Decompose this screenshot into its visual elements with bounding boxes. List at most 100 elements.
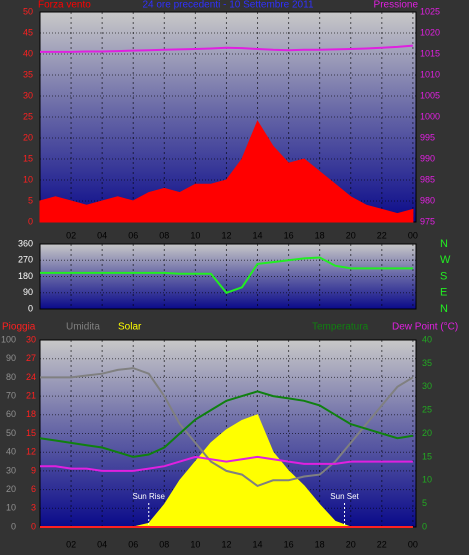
x-tick-label: 10	[190, 539, 200, 549]
y-tick-label: 50	[23, 6, 33, 16]
y-tick-label: 360	[18, 238, 33, 248]
y-tick-label: 12	[26, 447, 36, 457]
x-tick-label: 22	[377, 230, 387, 240]
y-tick-label: 40	[23, 48, 33, 58]
y2-tick-label: 25	[422, 405, 432, 415]
y-tick-label: 9	[31, 465, 36, 475]
plot-area	[39, 243, 417, 310]
y-tick-label: 30	[23, 90, 33, 100]
x-tick-label: 18	[315, 539, 325, 549]
y-tick-label: 80	[6, 372, 16, 382]
y2-tick-label: 985	[420, 174, 435, 184]
x-tick-label: 12	[221, 230, 231, 240]
y2-tick-label: 995	[420, 132, 435, 142]
y2-tick-label: 1000	[420, 111, 440, 121]
y2-tick-label: 40	[422, 334, 432, 344]
y-tick-label: 90	[23, 287, 33, 297]
y2-tick-label: 1010	[420, 69, 440, 79]
y2-tick-label: 1025	[420, 6, 440, 16]
y2-tick-label: 1015	[420, 48, 440, 58]
x-tick-label: 10	[190, 230, 200, 240]
x-tick-label: 12	[221, 539, 231, 549]
y2-tick-label: 980	[420, 195, 435, 205]
y-tick-label: 90	[6, 353, 16, 363]
x-tick-label: 02	[66, 230, 76, 240]
x-tick-label: 04	[97, 539, 107, 549]
y2-tick-label: 990	[420, 153, 435, 163]
y-tick-label: 10	[23, 174, 33, 184]
y2-tick-label: 30	[422, 381, 432, 391]
x-tick-label: 20	[346, 539, 356, 549]
x-tick-label: 06	[128, 539, 138, 549]
x-tick-label: 14	[253, 230, 263, 240]
y-tick-label: 50	[6, 428, 16, 438]
legend-label: Pressione	[374, 0, 419, 11]
chart-title: 24 ore precedenti - 10 Settembre 2011	[142, 0, 313, 11]
y-tick-label: 30	[26, 334, 36, 344]
line	[40, 44, 413, 53]
y2-tick-label: 10	[422, 475, 432, 485]
y-tick-label: 270	[18, 255, 33, 265]
y-tick-label: 0	[28, 303, 33, 313]
legend-label: Dew Point (°C)	[392, 322, 458, 333]
y2-tick-label: 15	[422, 451, 432, 461]
y2-tick-label: S	[440, 270, 447, 282]
y-tick-label: 70	[6, 390, 16, 400]
y2-tick-label: 5	[422, 498, 427, 508]
x-tick-label: 16	[284, 230, 294, 240]
x-tick-label: 22	[377, 539, 387, 549]
y-tick-label: 30	[6, 465, 16, 475]
line	[40, 367, 414, 488]
y-tick-label: 60	[6, 409, 16, 419]
x-tick-label: 00	[408, 539, 418, 549]
y2-tick-label: 20	[422, 428, 432, 438]
y2-tick-label: 1020	[420, 27, 440, 37]
x-tick-label: 04	[97, 230, 107, 240]
line	[40, 256, 413, 294]
x-tick-label: 02	[66, 539, 76, 549]
area	[39, 120, 414, 223]
y-tick-label: 10	[6, 503, 16, 513]
y-tick-label: 3	[31, 503, 36, 513]
y2-tick-label: W	[440, 254, 451, 266]
x-tick-label: 00	[408, 230, 418, 240]
annotation: Sun Set	[330, 492, 359, 501]
y2-tick-label: N	[440, 238, 448, 250]
line	[39, 390, 414, 458]
y2-tick-label: 0	[422, 521, 427, 531]
x-tick-label: 16	[284, 539, 294, 549]
line	[40, 455, 413, 472]
y-tick-label: 20	[6, 484, 16, 494]
x-tick-label: 08	[159, 539, 169, 549]
y-tick-label: 20	[23, 132, 33, 142]
legend-label: Forza vento	[38, 0, 91, 11]
y-tick-label: 0	[31, 521, 36, 531]
y2-tick-label: 975	[420, 216, 435, 226]
legend-label: Solar	[118, 322, 142, 333]
y2-tick-label: 1005	[420, 90, 440, 100]
y-tick-label: 15	[26, 428, 36, 438]
x-tick-label: 20	[346, 230, 356, 240]
y2-tick-label: 35	[422, 358, 432, 368]
y-tick-label: 5	[28, 195, 33, 205]
y-tick-label: 27	[26, 353, 36, 363]
legend-label: Umidita	[66, 322, 100, 333]
x-tick-label: 14	[253, 539, 263, 549]
legend-label: Pioggia	[2, 322, 36, 333]
y-tick-label: 0	[11, 521, 16, 531]
y-tick-label: 24	[26, 372, 36, 382]
y2-tick-label: N	[440, 303, 448, 315]
x-tick-label: 06	[128, 230, 138, 240]
y-tick-label: 6	[31, 484, 36, 494]
y-tick-label: 25	[23, 111, 33, 121]
y-tick-label: 18	[26, 409, 36, 419]
x-tick-label: 18	[315, 230, 325, 240]
y-tick-label: 40	[6, 447, 16, 457]
y-tick-label: 15	[23, 153, 33, 163]
annotation: Sun Rise	[133, 492, 166, 501]
y2-tick-label: E	[440, 287, 447, 299]
y-tick-label: 180	[18, 271, 33, 281]
x-tick-label: 08	[159, 230, 169, 240]
y-tick-label: 0	[28, 216, 33, 226]
